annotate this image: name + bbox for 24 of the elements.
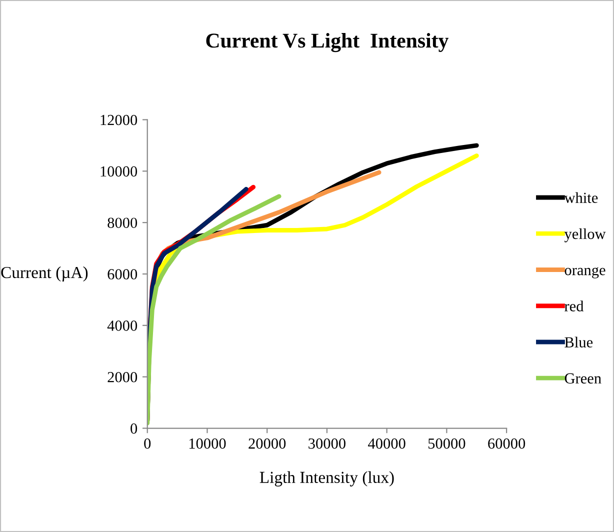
line-series xyxy=(147,194,282,426)
y-tick-label: 0 xyxy=(130,423,138,434)
y-tick-label: 12000 xyxy=(100,114,138,126)
x-tick-label: 50000 xyxy=(428,438,466,449)
y-axis-title: Current (µA) xyxy=(1,266,88,282)
x-tick-label: 40000 xyxy=(368,438,406,449)
x-tick-label: 10000 xyxy=(189,438,226,449)
legend-label: Green xyxy=(564,373,602,384)
legend-label: white xyxy=(564,192,598,203)
x-tick-label: 60000 xyxy=(488,438,526,449)
legend-label: Blue xyxy=(564,336,593,348)
chart-title: Current Vs Light Intensity xyxy=(206,33,448,52)
x-axis-title: Ligth Intensity (lux) xyxy=(260,471,394,486)
y-tick-label: 8000 xyxy=(108,218,138,228)
legend-label: red xyxy=(564,300,584,312)
legend-label: yellow xyxy=(564,228,606,242)
x-tick-label: 20000 xyxy=(248,438,286,449)
x-tick-label: 0 xyxy=(144,438,151,449)
y-tick-label: 6000 xyxy=(108,269,138,280)
y-tick-label: 2000 xyxy=(108,372,138,382)
y-tick-label: 4000 xyxy=(107,320,138,331)
y-tick-label: 10000 xyxy=(100,166,138,177)
legend-label: orange xyxy=(564,267,606,278)
x-tick-label: 30000 xyxy=(308,438,346,449)
